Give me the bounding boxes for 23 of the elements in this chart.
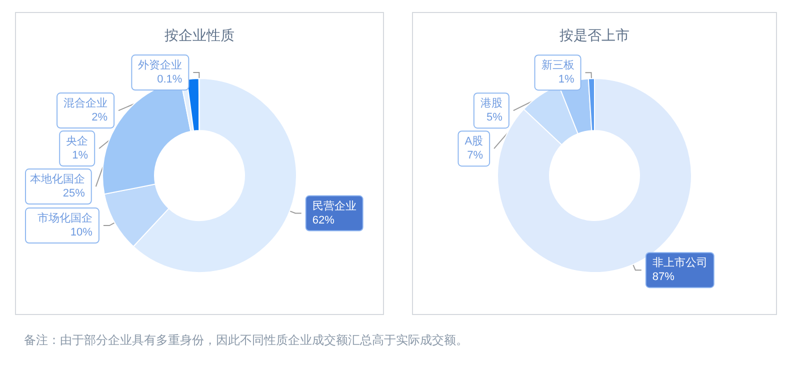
data-label: 10% bbox=[70, 226, 93, 239]
data-label: 0.1% bbox=[157, 74, 182, 86]
text: 备注：由于部分企业具有多重身份，因此不同性质企业成交额汇总高于实际成交额。 bbox=[24, 332, 468, 349]
slice-label: 民营企业 bbox=[312, 199, 356, 212]
data-label: 62% bbox=[312, 214, 335, 226]
data-label: 1% bbox=[558, 74, 574, 86]
data-label: 7% bbox=[467, 150, 484, 162]
slice-label: 市场化国企 bbox=[37, 212, 92, 225]
chart-title: 按是否上市 bbox=[560, 27, 630, 43]
slice-label: 非上市公司 bbox=[652, 256, 708, 270]
data-label: 2% bbox=[92, 112, 108, 124]
slice-label: A股 bbox=[464, 136, 484, 148]
slice-label: 港股 bbox=[480, 96, 502, 110]
slice-label: 混合企业 bbox=[64, 96, 108, 110]
data-label: 87% bbox=[652, 271, 675, 284]
data-label: 1% bbox=[72, 150, 88, 162]
slice-label: 新三板 bbox=[541, 58, 574, 72]
slice-label: 央企 bbox=[66, 134, 88, 148]
slice-label: 本地化国企 bbox=[30, 172, 85, 186]
chart-title: 按企业性质 bbox=[164, 27, 234, 43]
slice-label: 外资企业 bbox=[138, 58, 182, 72]
data-label: 25% bbox=[62, 188, 86, 200]
data-label: 5% bbox=[486, 112, 503, 124]
